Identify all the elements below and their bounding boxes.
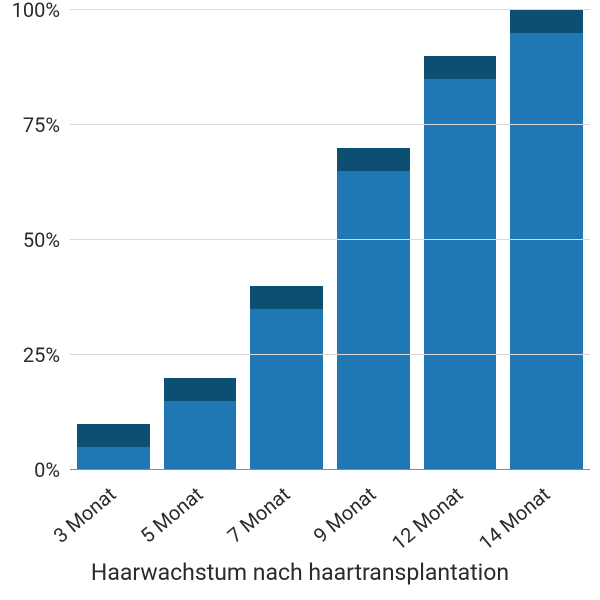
gridline — [70, 9, 590, 10]
bar-cap — [164, 378, 237, 401]
bar — [250, 286, 323, 470]
bar-slot: 12 Monat — [417, 10, 504, 470]
bar-slot: 14 Monat — [503, 10, 590, 470]
bar-slot: 7 Monat — [243, 10, 330, 470]
gridline — [70, 354, 590, 355]
bar — [424, 56, 497, 470]
chart-container: 3 Monat5 Monat7 Monat9 Monat12 Monat14 M… — [0, 0, 600, 600]
bar-slot: 5 Monat — [157, 10, 244, 470]
y-axis-label: 50% — [23, 228, 70, 252]
y-axis-label: 0% — [34, 458, 70, 482]
bars-group: 3 Monat5 Monat7 Monat9 Monat12 Monat14 M… — [70, 10, 590, 470]
bar-cap — [250, 286, 323, 309]
bar-cap — [424, 56, 497, 79]
bar-slot: 3 Monat — [70, 10, 157, 470]
bar-cap — [510, 10, 583, 33]
y-axis-label: 75% — [23, 113, 70, 137]
axis-zero-line — [70, 469, 590, 470]
bar — [510, 10, 583, 470]
bar — [337, 148, 410, 470]
y-axis-label: 25% — [23, 343, 70, 367]
bar-slot: 9 Monat — [330, 10, 417, 470]
bar-cap — [337, 148, 410, 171]
gridline — [70, 239, 590, 240]
bar-cap — [77, 424, 150, 447]
plot-area: 3 Monat5 Monat7 Monat9 Monat12 Monat14 M… — [70, 10, 590, 470]
y-axis-label: 100% — [12, 0, 70, 22]
gridline — [70, 124, 590, 125]
chart-caption: Haarwachstum nach haartransplantation — [0, 559, 600, 586]
